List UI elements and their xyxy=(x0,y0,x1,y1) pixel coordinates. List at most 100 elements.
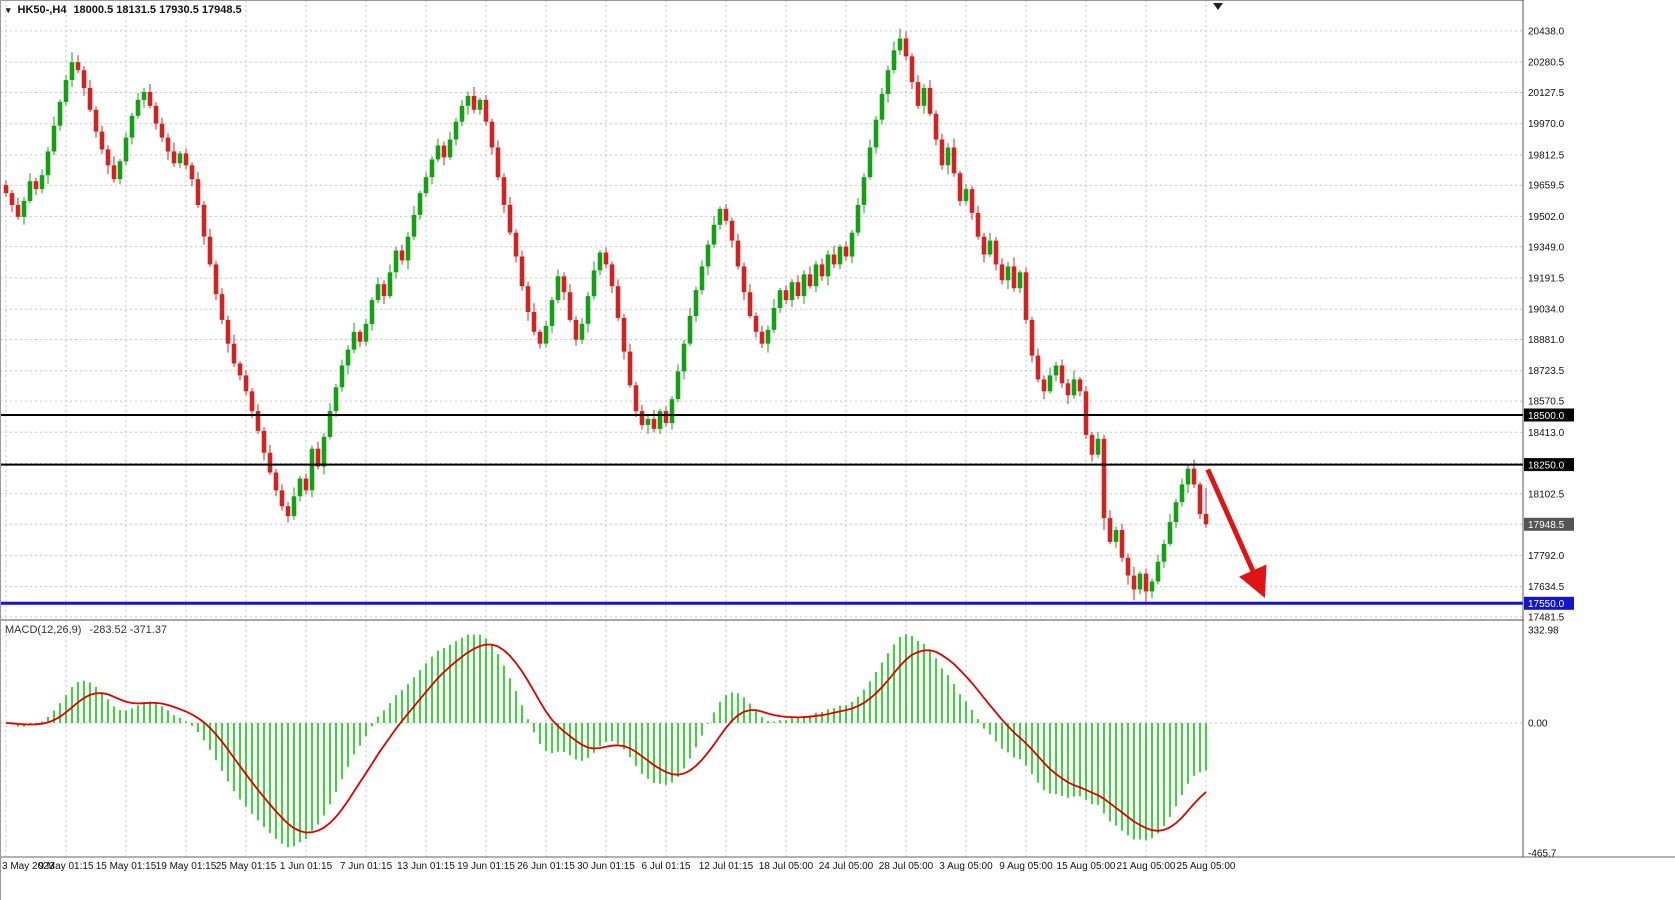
candle-body xyxy=(429,159,435,178)
macd-histogram xyxy=(11,634,1207,848)
candle-body xyxy=(441,145,447,158)
candle-body xyxy=(33,181,39,190)
candle-body xyxy=(1035,355,1041,380)
candle-body xyxy=(705,244,711,267)
candle-body xyxy=(921,88,927,106)
candle-body xyxy=(219,294,225,320)
price-tick-label: 18723.5 xyxy=(1528,366,1565,377)
candle-body xyxy=(3,185,9,193)
candle-body xyxy=(849,232,855,257)
chevron-down-icon[interactable]: ▾ xyxy=(6,5,11,15)
time-tick-label: 15 Aug 05:00 xyxy=(1057,861,1116,872)
price-level-badge-label: 18500.0 xyxy=(1528,411,1565,422)
symbol-header: ▾ HK50-,H4 18000.5 18131.5 17930.5 17948… xyxy=(6,4,242,16)
price-tick-label: 18881.0 xyxy=(1528,335,1565,346)
candle-body xyxy=(399,250,405,261)
candle-body xyxy=(351,331,357,350)
candle-body xyxy=(831,254,837,265)
candle-body xyxy=(873,119,879,148)
level-lines[interactable] xyxy=(0,414,1523,605)
candle-body xyxy=(9,193,15,205)
candle-body xyxy=(1173,502,1179,522)
candles xyxy=(3,28,1209,602)
candle-body xyxy=(537,331,543,344)
candle-body xyxy=(273,472,279,491)
candle-body xyxy=(1131,575,1137,590)
candle-body xyxy=(681,343,687,372)
candle-body xyxy=(321,436,327,467)
candle-body xyxy=(891,50,897,71)
candle-body xyxy=(855,204,861,233)
candle-body xyxy=(1191,468,1197,485)
down-arrow-icon[interactable] xyxy=(1205,468,1267,598)
arrow-annotation[interactable] xyxy=(1205,468,1267,598)
candle-body xyxy=(381,284,387,297)
candle-body xyxy=(1113,530,1119,542)
candle-body xyxy=(315,448,321,467)
candle-body xyxy=(105,149,111,166)
candle-body xyxy=(21,201,27,217)
candle-body xyxy=(867,147,873,178)
candle-body xyxy=(795,282,801,297)
candle-body xyxy=(153,105,159,124)
signal-line xyxy=(5,643,1207,834)
candle-body xyxy=(243,375,249,392)
candle-body xyxy=(1065,383,1071,396)
candle-body xyxy=(195,179,201,205)
price-tick-label: 17481.5 xyxy=(1528,612,1565,623)
candle-body xyxy=(945,147,951,166)
candle-body xyxy=(879,93,885,120)
candle-body xyxy=(897,38,903,51)
price-level-badge xyxy=(1524,408,1574,422)
candle-body xyxy=(237,363,243,376)
candle-body xyxy=(837,246,843,265)
candle-body xyxy=(507,204,513,233)
candle-body xyxy=(231,343,237,364)
price-tick-label: 20280.5 xyxy=(1528,58,1565,69)
candle-body xyxy=(711,224,717,245)
candle-body xyxy=(459,105,465,122)
price-tick-label: 18570.5 xyxy=(1528,397,1565,408)
candle-body xyxy=(1017,272,1023,289)
chart-shift-marker[interactable] xyxy=(1213,3,1223,10)
candle-body xyxy=(1203,514,1209,525)
candle-body xyxy=(417,193,423,215)
candle-body xyxy=(405,236,411,261)
candle-body xyxy=(663,411,669,423)
price-tick-label: 17792.0 xyxy=(1528,551,1565,562)
candle-body xyxy=(177,153,183,164)
candle-body xyxy=(1029,319,1035,356)
candle-body xyxy=(393,250,399,273)
candle-body xyxy=(1005,266,1011,281)
candle-body xyxy=(651,419,657,429)
candle-body xyxy=(1149,581,1155,592)
candle-body xyxy=(117,161,123,180)
candle-body xyxy=(495,147,501,178)
candle-body xyxy=(1047,375,1053,392)
candle-body xyxy=(843,246,849,257)
candle-body xyxy=(207,236,213,265)
candle-body xyxy=(939,139,945,166)
candle-body xyxy=(645,419,651,425)
candle-body xyxy=(1161,543,1167,562)
candle-body xyxy=(1089,434,1095,455)
candle-body xyxy=(969,189,975,213)
candle-body xyxy=(501,177,507,205)
candle-body xyxy=(741,266,747,293)
candle-body xyxy=(825,254,831,277)
candle-body xyxy=(603,252,609,265)
candle-body xyxy=(933,113,939,140)
candle-body xyxy=(309,448,315,491)
candle-body xyxy=(633,385,639,412)
candle-body xyxy=(657,411,663,429)
candle-body xyxy=(465,95,471,106)
candle-body xyxy=(609,264,615,287)
price-axis[interactable]: 20438.0 20280.5 20127.5 19970.0 19812.5 19659… xyxy=(1522,0,1675,859)
shift-marker-icon[interactable] xyxy=(1213,3,1223,10)
candle-body xyxy=(81,70,87,88)
candle-body xyxy=(147,92,153,106)
candle-body xyxy=(807,274,813,287)
